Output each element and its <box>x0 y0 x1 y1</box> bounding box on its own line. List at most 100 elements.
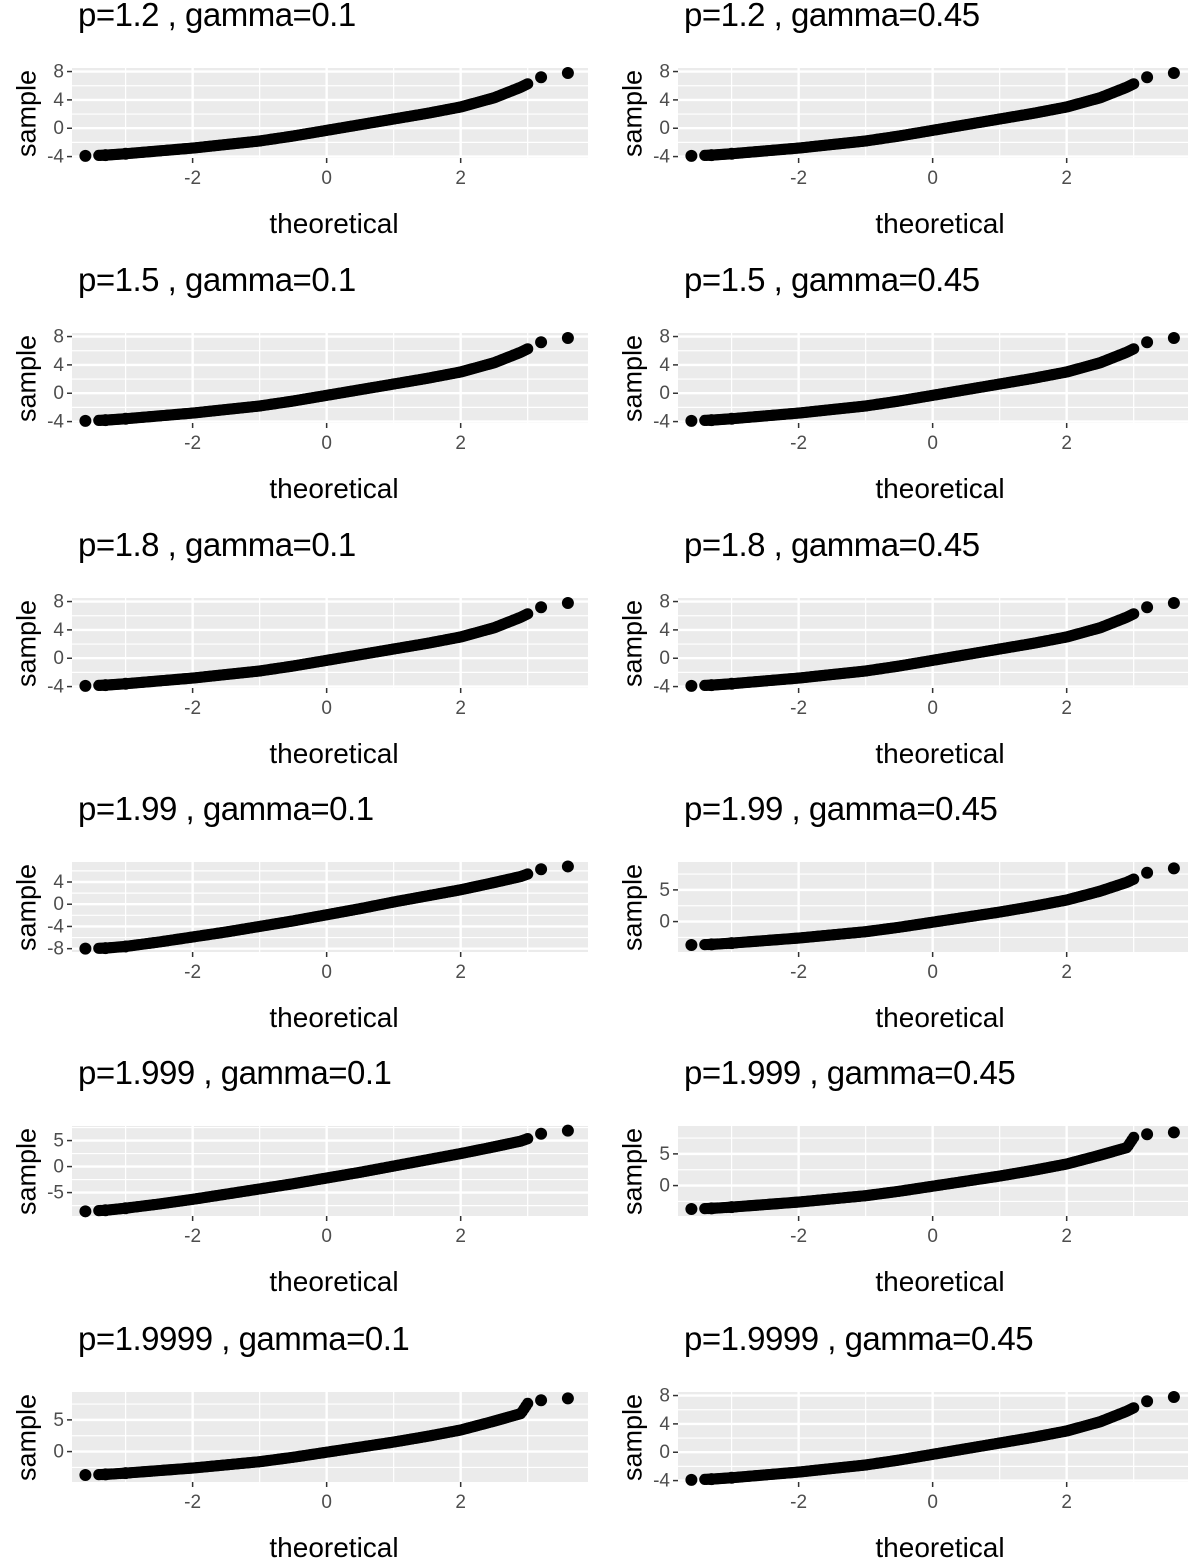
qq-point <box>99 942 112 955</box>
panel-title: p=1.5 , gamma=0.1 <box>78 261 356 298</box>
y-tick-label: 8 <box>659 1386 670 1407</box>
x-tick-label: 2 <box>455 1492 466 1513</box>
panel-title: p=1.99 , gamma=0.45 <box>684 790 998 827</box>
x-tick-label: -2 <box>790 1226 807 1247</box>
qq-points <box>79 66 574 162</box>
qq-point <box>685 149 698 162</box>
qq-point <box>1141 1128 1154 1141</box>
y-tick-label: 0 <box>659 1442 670 1463</box>
y-tick-label: 4 <box>53 872 64 893</box>
panel-title: p=1.9999 , gamma=0.1 <box>78 1320 410 1357</box>
x-axis-label: theoretical <box>269 208 399 239</box>
x-axis-label: theoretical <box>875 473 1005 504</box>
x-tick-label: 0 <box>321 1226 332 1247</box>
x-axis-label: theoretical <box>269 1532 399 1563</box>
y-axis-label: sample <box>617 1393 648 1482</box>
qq-points <box>685 1390 1180 1486</box>
x-axis-label: theoretical <box>875 208 1005 239</box>
qq-panel: -2 0 2 0 5 <box>659 1126 1188 1247</box>
x-axis-label: theoretical <box>875 1266 1005 1297</box>
y-tick-label: -4 <box>653 412 670 433</box>
qq-point <box>535 336 548 349</box>
y-tick-label: -4 <box>47 147 64 168</box>
x-axis-label: theoretical <box>875 738 1005 769</box>
x-tick-label: -2 <box>790 698 807 719</box>
panel-title: p=1.9999 , gamma=0.45 <box>684 1320 1034 1357</box>
qq-point <box>725 1471 738 1484</box>
y-tick-label: 0 <box>659 648 670 669</box>
y-tick-label: 0 <box>659 1176 670 1197</box>
panel-title: p=1.8 , gamma=0.45 <box>684 526 980 563</box>
y-axis-label: sample <box>617 69 648 158</box>
x-tick-label: 2 <box>1061 698 1072 719</box>
qq-point <box>1141 336 1154 349</box>
x-tick-label: 0 <box>927 168 938 189</box>
qq-point <box>705 938 718 951</box>
panel-title: p=1.8 , gamma=0.1 <box>78 526 356 563</box>
qq-point <box>1141 1395 1154 1408</box>
y-axis-label: sample <box>617 599 648 688</box>
qq-point <box>1167 596 1180 609</box>
x-tick-label: -2 <box>790 168 807 189</box>
x-tick-label: 2 <box>455 433 466 454</box>
y-tick-label: 0 <box>53 894 64 915</box>
qq-point <box>1141 866 1154 879</box>
qq-point <box>119 677 132 690</box>
qq-point <box>705 679 718 692</box>
x-tick-label: 0 <box>927 698 938 719</box>
x-axis-label: theoretical <box>269 473 399 504</box>
y-axis-label: sample <box>11 334 42 423</box>
x-tick-label: 2 <box>1061 962 1072 983</box>
qq-point <box>725 677 738 690</box>
panel-title: p=1.99 , gamma=0.1 <box>78 790 374 827</box>
y-tick-label: -5 <box>47 1183 64 1204</box>
y-tick-label: 4 <box>53 355 64 376</box>
qq-point-band <box>1128 1402 1140 1414</box>
y-tick-label: 0 <box>659 383 670 404</box>
x-tick-label: 2 <box>1061 168 1072 189</box>
qq-points <box>79 596 574 692</box>
qq-point-band <box>1128 78 1140 90</box>
qq-point <box>1167 862 1180 875</box>
qq-point <box>1167 331 1180 344</box>
qq-panel: -2 0 2 0 5 <box>659 862 1188 983</box>
qq-point <box>561 1392 574 1405</box>
x-tick-label: 0 <box>321 168 332 189</box>
qq-point <box>725 1201 738 1214</box>
qq-panel: -2 0 2 -4 0 4 8 <box>47 62 588 189</box>
y-tick-label: 0 <box>53 118 64 139</box>
qq-point <box>119 1467 132 1480</box>
panel-title: p=1.2 , gamma=0.1 <box>78 0 356 33</box>
y-tick-label: 4 <box>659 90 670 111</box>
qq-point <box>79 149 92 162</box>
qq-point <box>79 1205 92 1218</box>
qq-point <box>535 863 548 876</box>
qq-points <box>79 331 574 427</box>
y-axis-label: sample <box>11 863 42 952</box>
qq-point <box>79 414 92 427</box>
qq-point <box>705 1202 718 1215</box>
qq-point <box>561 596 574 609</box>
qq-point <box>1141 71 1154 84</box>
qq-point-band <box>1128 873 1140 885</box>
x-tick-label: -2 <box>790 962 807 983</box>
qq-point <box>725 412 738 425</box>
qq-point-band <box>522 78 534 90</box>
qq-point-band <box>522 608 534 620</box>
x-tick-label: -2 <box>184 433 201 454</box>
qq-panel: -2 0 2 -4 0 4 8 <box>653 62 1188 189</box>
qq-panel: -2 0 2 -4 0 4 8 <box>47 327 588 454</box>
qq-panel: -2 0 2 -4 0 4 8 <box>653 1386 1188 1513</box>
y-tick-label: 8 <box>659 62 670 83</box>
qq-point <box>685 414 698 427</box>
y-tick-label: 8 <box>53 327 64 348</box>
qq-point <box>79 942 92 955</box>
y-axis-label: sample <box>617 1127 648 1216</box>
x-axis-label: theoretical <box>875 1002 1005 1033</box>
qq-point-band <box>522 1397 534 1410</box>
qq-points <box>685 66 1180 162</box>
qq-points <box>685 862 1180 952</box>
qq-points <box>685 1126 1180 1216</box>
y-tick-label: 4 <box>659 355 670 376</box>
x-tick-label: 0 <box>927 962 938 983</box>
